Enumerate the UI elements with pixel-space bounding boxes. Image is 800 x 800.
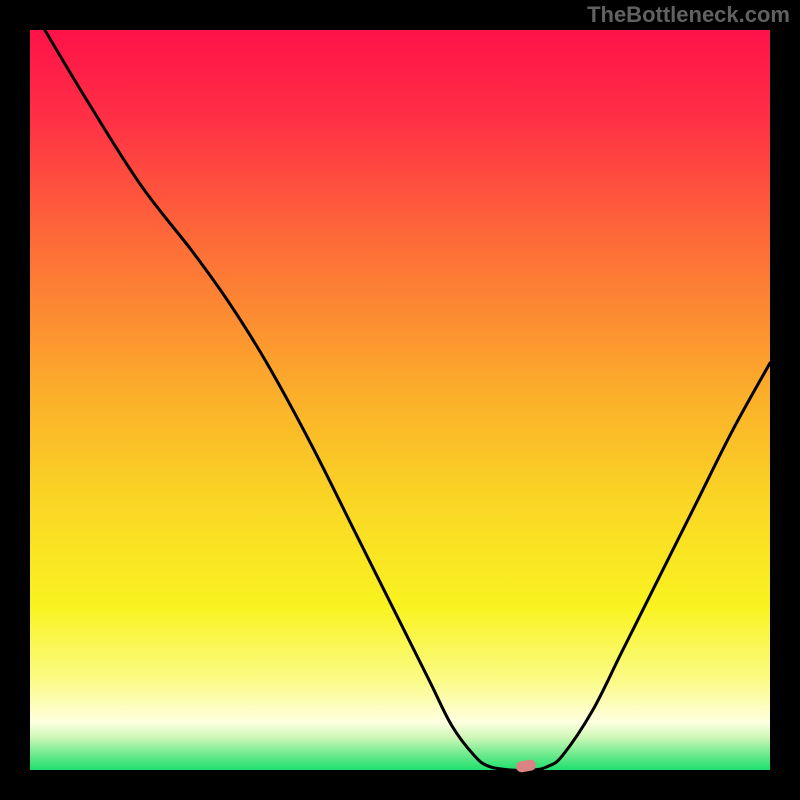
chart-container: TheBottleneck.com — [0, 0, 800, 800]
bottleneck-curve — [30, 30, 770, 770]
plot-area — [30, 30, 770, 770]
watermark-text: TheBottleneck.com — [587, 2, 790, 28]
curve-path — [45, 30, 770, 770]
optimal-marker — [515, 759, 537, 773]
